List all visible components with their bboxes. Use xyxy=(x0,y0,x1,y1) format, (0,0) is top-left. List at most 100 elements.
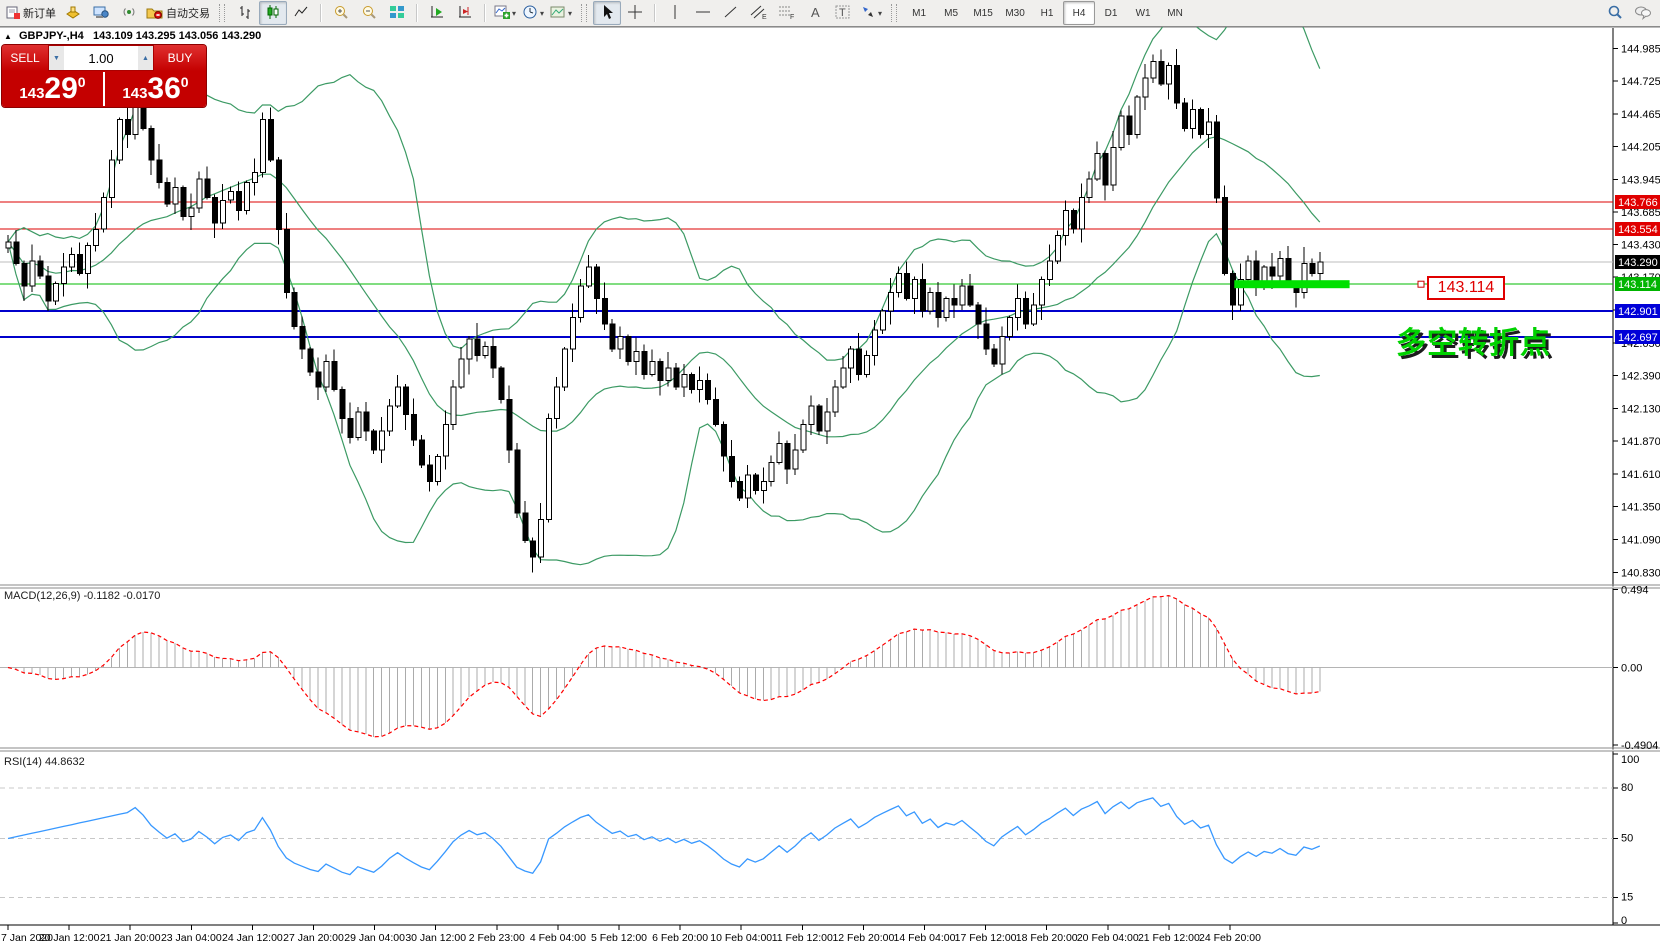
template-icon xyxy=(550,4,566,23)
turning-point-line[interactable] xyxy=(1234,280,1613,289)
timeframe-h4-button[interactable]: H4 xyxy=(1063,1,1096,25)
line-anchor-handle[interactable] xyxy=(1417,280,1425,288)
period-button[interactable]: ▾ xyxy=(519,1,547,25)
autotrading-button[interactable]: 自动交易 xyxy=(143,1,213,25)
price-badge-143.290: 143.290 xyxy=(1618,257,1658,269)
sell-price-display[interactable]: 143 29 0 xyxy=(2,74,103,104)
price-tick-label: 141.870 xyxy=(1621,436,1660,448)
price-tick-label: 144.205 xyxy=(1621,142,1660,154)
vertical-line-button[interactable] xyxy=(661,1,689,25)
collapse-panel-icon[interactable]: ▲ xyxy=(4,32,12,41)
vertical-line-icon xyxy=(670,4,680,23)
community-chat-button[interactable] xyxy=(1629,1,1657,25)
volume-increase-button[interactable]: ▲ xyxy=(138,46,153,70)
rsi-scale-label: 0 xyxy=(1621,915,1627,927)
macd-scale-label: -0.4904 xyxy=(1621,740,1658,752)
chat-bubbles-icon xyxy=(1634,4,1652,23)
sell-point: 0 xyxy=(77,74,86,90)
crosshair-button[interactable] xyxy=(621,1,649,25)
toolbar-drag-handle3[interactable] xyxy=(891,4,898,22)
timeframe-d1-button[interactable]: D1 xyxy=(1104,7,1118,19)
toolbar-drag-handle[interactable] xyxy=(219,4,225,22)
volume-input[interactable] xyxy=(64,46,138,70)
line-chart-icon xyxy=(293,4,309,23)
price-tick-label: 141.090 xyxy=(1621,534,1660,546)
chart-shift-button[interactable] xyxy=(451,1,479,25)
chart-ohlc-values: 143.109 143.295 143.056 143.290 xyxy=(92,30,262,42)
svg-text:A: A xyxy=(811,5,820,20)
text-label-button[interactable]: T xyxy=(829,1,857,25)
timeframe-m5-button[interactable]: M5 xyxy=(944,7,959,19)
template-dropdown-arrow: ▾ xyxy=(568,8,573,18)
time-tick-label: 18 Feb 20:00 xyxy=(1016,932,1078,944)
price-line-badges: 143.766 143.554 143.290 143.114 142.901 142.6… xyxy=(1615,195,1660,344)
chart-symbol-period: GBPJPY-,H4 xyxy=(18,30,84,42)
time-tick-label: 10 Feb 04:00 xyxy=(710,932,772,944)
price-level-tag[interactable]: 143.114 xyxy=(1427,276,1505,300)
timeframe-w1-button[interactable]: W1 xyxy=(1135,7,1151,19)
buy-button[interactable]: BUY xyxy=(154,45,206,71)
buy-pips: 36 xyxy=(147,72,181,105)
buy-price-display[interactable]: 143 36 0 xyxy=(105,74,206,104)
time-tick-label: 2 Feb 23:00 xyxy=(469,932,525,944)
bar-chart-button[interactable] xyxy=(231,1,259,25)
buy-big-figure: 143 xyxy=(122,85,148,102)
macd-scale-label: 0.00 xyxy=(1621,663,1642,675)
template-button[interactable]: ▾ xyxy=(547,1,575,25)
time-tick-label: 29 Jan 04:00 xyxy=(344,932,405,944)
search-icon xyxy=(1607,4,1623,23)
sell-button[interactable]: SELL xyxy=(2,45,48,71)
trendline-icon xyxy=(723,4,739,23)
line-chart-button[interactable] xyxy=(287,1,315,25)
crosshair-icon xyxy=(627,4,643,23)
price-tick-label: 143.685 xyxy=(1621,207,1660,219)
price-tick-label: 141.610 xyxy=(1621,469,1660,481)
time-tick-label: 23 Jan 04:00 xyxy=(161,932,222,944)
bar-chart-icon xyxy=(237,4,253,23)
price-tick-label: 141.350 xyxy=(1621,502,1660,514)
auto-scroll-button[interactable] xyxy=(423,1,451,25)
trendline-button[interactable] xyxy=(717,1,745,25)
metaeditor-button[interactable] xyxy=(59,1,87,25)
metaeditor-icon xyxy=(65,5,81,22)
zoom-in-button[interactable] xyxy=(327,1,355,25)
channel-button[interactable]: E xyxy=(745,1,773,25)
timeframe-h1-button[interactable]: H1 xyxy=(1040,7,1054,19)
chart-shift-icon xyxy=(457,4,473,23)
fibonacci-button[interactable]: F xyxy=(773,1,801,25)
volume-decrease-button[interactable]: ▼ xyxy=(49,46,64,70)
market-watch-button[interactable] xyxy=(87,1,115,25)
price-badge-142.901: 142.901 xyxy=(1618,306,1658,318)
period-dropdown-arrow: ▾ xyxy=(540,8,545,18)
toolbar-drag-handle2[interactable] xyxy=(581,4,588,22)
price-tick-label: 142.390 xyxy=(1621,371,1660,383)
tile-windows-button[interactable] xyxy=(383,1,411,25)
timeframe-m1-button[interactable]: M1 xyxy=(912,7,927,19)
macd-indicator-label: MACD(12,26,9) -0.1182 -0.0170 xyxy=(4,590,161,602)
candlesticks xyxy=(5,49,1324,573)
signals-button[interactable] xyxy=(115,1,143,25)
turning-point-annotation[interactable]: 多空转折点 xyxy=(1396,327,1551,360)
indicators-button[interactable]: ▾ xyxy=(491,1,519,25)
timeframe-m15-button[interactable]: M15 xyxy=(973,7,993,19)
candlestick-chart-button[interactable] xyxy=(259,1,287,25)
auto-scroll-icon xyxy=(429,4,445,23)
time-tick-label: 12 Feb 20:00 xyxy=(832,932,894,944)
svg-text:E: E xyxy=(762,14,767,20)
time-tick-label: 21 Jan 20:00 xyxy=(100,932,161,944)
timeframe-m30-button[interactable]: M30 xyxy=(1005,7,1025,19)
new-order-button[interactable]: 新订单 xyxy=(3,1,59,25)
search-button[interactable] xyxy=(1601,1,1629,25)
rsi-indicator-label: RSI(14) 44.8632 xyxy=(4,756,85,768)
time-tick-label: 4 Feb 04:00 xyxy=(530,932,586,944)
text-button[interactable]: A xyxy=(801,1,829,25)
arrows-button[interactable]: ▾ xyxy=(857,1,885,25)
timeframe-mn-button[interactable]: MN xyxy=(1167,7,1183,19)
sell-pips: 29 xyxy=(44,72,78,105)
zoom-out-button[interactable] xyxy=(355,1,383,25)
horizontal-line-button[interactable] xyxy=(689,1,717,25)
cursor-button[interactable] xyxy=(593,1,622,25)
price-badge-143.766: 143.766 xyxy=(1618,197,1658,209)
